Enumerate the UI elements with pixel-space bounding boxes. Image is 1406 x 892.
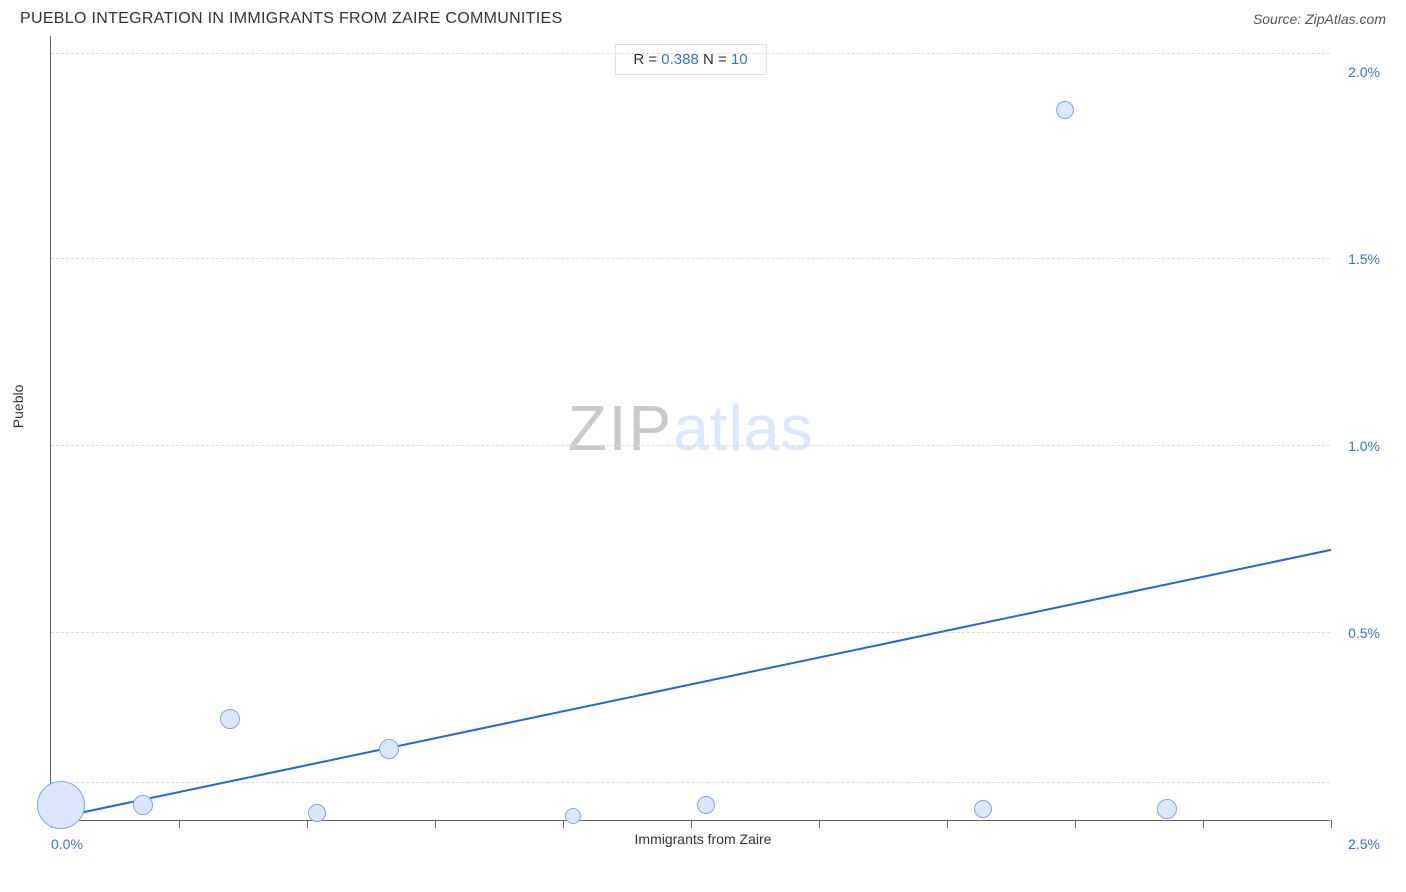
data-point [974,800,992,818]
chart-title: PUEBLO INTEGRATION IN IMMIGRANTS FROM ZA… [20,10,562,28]
data-point [133,795,153,815]
x-tick [947,820,948,828]
x-tick [1075,820,1076,828]
header: PUEBLO INTEGRATION IN IMMIGRANTS FROM ZA… [0,0,1406,36]
y-tick-label: 1.5% [1348,251,1380,267]
x-tick [179,820,180,828]
data-point [1157,799,1177,819]
watermark: ZIPatlas [568,391,814,465]
x-tick [435,820,436,828]
y-tick-label: 1.0% [1348,438,1380,454]
x-tick-label-min: 0.0% [51,836,83,852]
watermark-zip: ZIP [568,392,674,464]
gridline [51,258,1330,259]
y-tick-label: 2.0% [1348,64,1380,80]
y-tick-label: 0.5% [1348,625,1380,641]
stats-box: R = 0.388 N = 10 [614,44,766,75]
x-axis-label: Immigrants from Zaire [20,831,1386,847]
data-point [697,796,715,814]
data-point [565,808,581,824]
data-point [379,739,399,759]
data-point [37,781,85,829]
y-axis-label: Pueblo [10,384,26,428]
x-tick [819,820,820,828]
x-tick [1331,820,1332,828]
watermark-atlas: atlas [673,392,813,464]
data-point [1056,101,1074,119]
gridline [51,445,1330,446]
trend-line [51,549,1331,820]
source-label: Source: ZipAtlas.com [1253,11,1386,27]
x-tick [691,820,692,828]
x-tick [563,820,564,828]
gridline [51,782,1330,783]
gridline [51,632,1330,633]
gridline [51,53,1330,54]
data-point [308,804,326,822]
x-tick [1203,820,1204,828]
data-point [220,709,240,729]
x-tick [307,820,308,828]
plot-area: ZIPatlas R = 0.388 N = 10 0.5%1.0%1.5%2.… [50,36,1330,821]
x-tick-label-max: 2.5% [1348,836,1380,852]
chart-container: Pueblo ZIPatlas R = 0.388 N = 10 0.5%1.0… [20,36,1386,847]
